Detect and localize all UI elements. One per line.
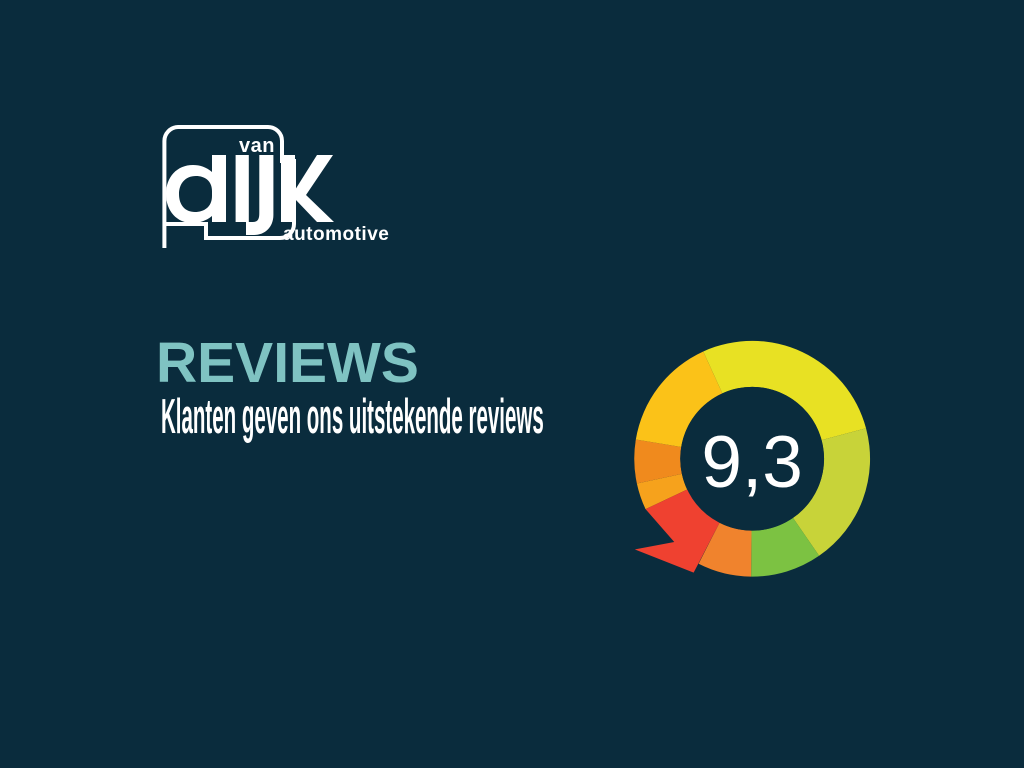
svg-text:9,3: 9,3 [701, 422, 802, 503]
